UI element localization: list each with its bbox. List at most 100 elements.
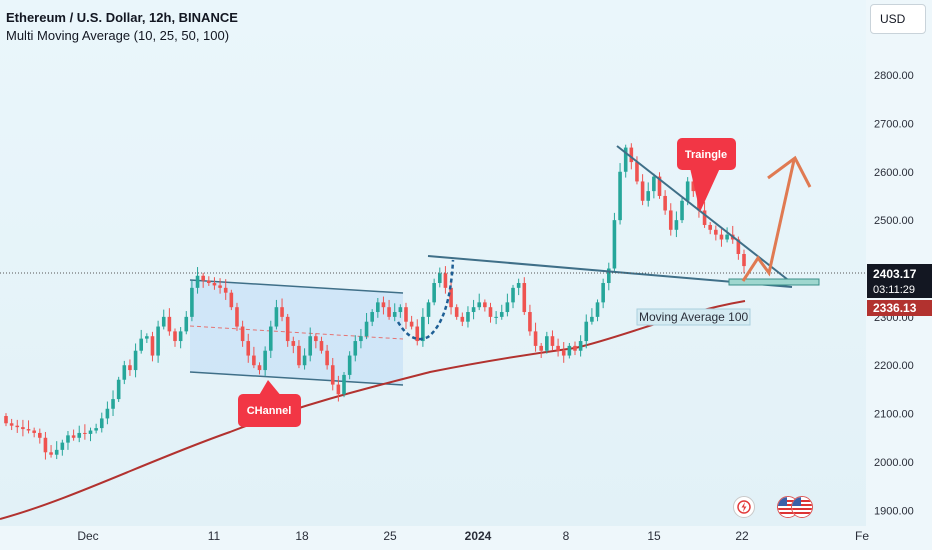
candle-body: [545, 336, 549, 351]
candle-body: [156, 326, 160, 356]
candle-body: [719, 234, 724, 240]
candle-body: [612, 220, 617, 269]
flag-us-icon-2[interactable]: [791, 496, 813, 518]
candle-body: [336, 384, 341, 395]
time-tick-label: 8: [563, 529, 570, 543]
support-zone: [728, 278, 820, 286]
candle-body: [122, 365, 127, 380]
candle-body: [505, 302, 510, 313]
candle-body: [347, 355, 352, 375]
candle-body: [9, 423, 14, 426]
candle-body: [291, 341, 296, 346]
price-tick-label: 2700.00: [874, 118, 914, 130]
channel-callout-label: CHannel: [247, 405, 292, 417]
candle-body: [297, 345, 301, 366]
countdown-label: 03:11:29: [873, 284, 915, 296]
candle-body: [263, 350, 267, 371]
candle-body: [161, 316, 166, 327]
ma100-price-label: 2336.13: [873, 301, 917, 315]
candle-body: [235, 307, 239, 327]
candle-body: [94, 428, 98, 431]
candle-body: [173, 331, 177, 342]
candle-body: [567, 345, 572, 356]
candle-body: [736, 239, 741, 254]
candle-body: [409, 321, 414, 327]
time-tick-label: 11: [208, 529, 221, 543]
candle-body: [426, 302, 431, 317]
candle-body: [511, 287, 515, 303]
candle-body: [325, 350, 329, 366]
candle-body: [359, 336, 363, 342]
candle-body: [376, 302, 380, 313]
candle-body: [398, 307, 403, 313]
candle-body: [432, 283, 436, 303]
candle-body: [133, 350, 138, 371]
candle-body: [499, 312, 504, 317]
candle-body: [657, 176, 662, 196]
current-price-box: [867, 264, 932, 298]
candle-body: [584, 321, 589, 342]
time-axis[interactable]: [0, 526, 866, 550]
chart-area[interactable]: [0, 0, 866, 526]
candle-body: [449, 287, 453, 308]
triangle-callout-label: Traingle: [685, 149, 727, 161]
candle-body: [578, 341, 583, 351]
candle-body: [708, 224, 712, 230]
candle-body: [105, 408, 110, 419]
candle-body: [257, 365, 262, 371]
candle-body: [454, 307, 459, 317]
candle-body: [128, 365, 132, 371]
candle-body: [246, 341, 251, 356]
candle-body: [483, 302, 487, 308]
axis-layer: 2900.002800.002700.002600.002500.002400.…: [77, 22, 932, 543]
candle-body: [111, 399, 115, 409]
candle-body: [381, 302, 386, 308]
indicator-label[interactable]: Multi Moving Average (10, 25, 50, 100): [6, 28, 230, 43]
ma-label: Moving Average 100: [639, 310, 749, 324]
channel-callout-box: [238, 394, 301, 427]
candle-body: [190, 287, 194, 317]
candle-body: [725, 234, 729, 240]
cup-curve: [396, 259, 455, 341]
price-tick-label: 2000.00: [874, 457, 914, 469]
triangle-callout-box: [677, 138, 736, 170]
candle-body: [184, 316, 189, 332]
candle-body: [635, 162, 639, 182]
price-tick-label: 2800.00: [874, 70, 914, 82]
time-tick-label: 2024: [465, 529, 492, 543]
candle-body: [201, 275, 205, 281]
currency-button[interactable]: USD: [870, 4, 926, 34]
candle-body: [285, 316, 290, 342]
candle-body: [539, 345, 543, 351]
time-tick-label: Fe: [855, 529, 869, 543]
projection-arrow: [741, 159, 796, 282]
candle-body: [674, 220, 679, 230]
candle-body: [83, 432, 87, 434]
candles-layer: [4, 143, 746, 460]
candle-body: [522, 283, 527, 313]
moving-average-100-line: [0, 300, 746, 520]
candle-body: [370, 312, 374, 322]
candle-body: [714, 229, 718, 235]
candle-body: [573, 345, 577, 351]
price-tick-label: 2500.00: [874, 215, 914, 227]
candle-body: [280, 307, 284, 317]
time-tick-label: 25: [383, 529, 397, 543]
candle-body: [342, 374, 346, 395]
symbol-title[interactable]: Ethereum / U.S. Dollar, 12h, BINANCE: [6, 10, 238, 25]
candle-body: [466, 312, 470, 322]
candle-body: [623, 147, 628, 172]
channel-callout-pointer: [258, 380, 282, 397]
candle-body: [32, 430, 36, 433]
lightning-icon[interactable]: [733, 496, 755, 518]
candle-body: [685, 181, 690, 201]
candle-body: [88, 430, 93, 434]
candle-body: [646, 191, 651, 201]
candle-body: [691, 181, 696, 192]
candle-body: [590, 316, 594, 322]
candle-body: [528, 312, 532, 332]
candle-body: [477, 302, 482, 308]
candle-body: [421, 316, 425, 342]
time-tick-label: 15: [647, 529, 661, 543]
candle-body: [15, 425, 20, 428]
